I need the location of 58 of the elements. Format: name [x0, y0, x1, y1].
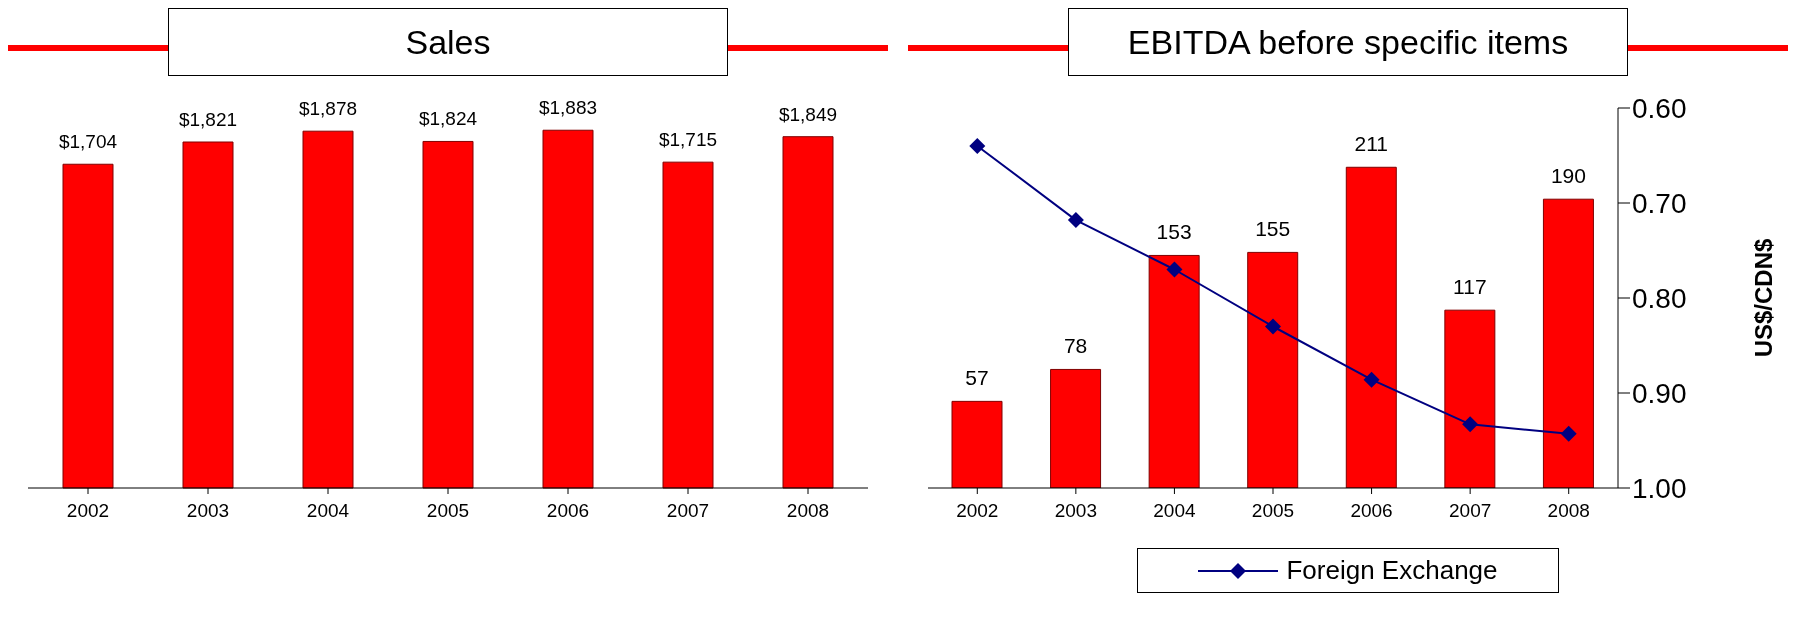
bar: [182, 141, 234, 489]
x-tick-label: 2005: [1251, 500, 1295, 522]
data-label: 211: [1354, 132, 1389, 156]
bar: [1444, 309, 1496, 488]
x-tick-label: 2004: [306, 500, 350, 522]
x-tick-label: 2007: [666, 500, 710, 522]
data-label: $1,821: [178, 109, 238, 131]
data-label: 57: [965, 366, 989, 390]
point: [1067, 212, 1084, 229]
y2-tick-label: 0.60: [1632, 92, 1687, 124]
y2-tick-label: 1.00: [1632, 472, 1687, 504]
point: [1166, 261, 1183, 278]
y2-tick-label: 0.90: [1632, 377, 1687, 409]
data-label: 190: [1550, 164, 1586, 188]
data-label: 78: [1063, 334, 1088, 358]
legend-label: Foreign Exchange: [1285, 555, 1498, 586]
data-label: 153: [1156, 220, 1192, 244]
bar: [1542, 198, 1594, 488]
bar: [1148, 254, 1200, 488]
bar: [302, 130, 354, 489]
bar: [1345, 166, 1397, 488]
y2-axis-title: US$/CDN$: [1749, 238, 1777, 358]
data-label: $1,715: [658, 129, 718, 151]
point: [1265, 318, 1281, 335]
x-tick-label: 2008: [786, 500, 830, 522]
x-tick-label: 2002: [66, 500, 110, 522]
bar: [62, 163, 114, 489]
bar: [542, 129, 594, 489]
point: [1462, 416, 1479, 433]
bar: [951, 400, 1003, 488]
chart-title: Sales: [168, 8, 728, 76]
point: [969, 138, 986, 154]
point: [1560, 425, 1577, 442]
bar: [782, 136, 834, 489]
data-label: $1,878: [298, 98, 358, 120]
data-label: 117: [1453, 275, 1487, 299]
data-label: $1,883: [538, 97, 598, 119]
x-tick-label: 2006: [546, 500, 590, 522]
x-tick-label: 2003: [1054, 500, 1097, 522]
x-tick-label: 2007: [1449, 500, 1492, 522]
x-tick-label: 2005: [426, 500, 470, 522]
x-tick-label: 2003: [186, 500, 230, 522]
x-tick-label: 2002: [956, 500, 999, 522]
x-tick-label: 2008: [1547, 500, 1590, 522]
y2-tick-label: 0.70: [1632, 187, 1687, 219]
data-label: 155: [1255, 217, 1291, 241]
data-label: $1,704: [58, 131, 118, 153]
data-label: $1,849: [778, 103, 838, 125]
bar: [662, 161, 714, 489]
bar: [422, 140, 474, 489]
x-tick-label: 2004: [1153, 500, 1196, 522]
data-label: $1,824: [418, 108, 478, 130]
bar: [1050, 368, 1102, 488]
x-tick-label: 2006: [1350, 500, 1393, 522]
chart-title: EBITDA before specific items: [1068, 8, 1628, 76]
bar: [1247, 251, 1299, 488]
point: [1363, 371, 1380, 388]
y2-tick-label: 0.80: [1632, 282, 1687, 314]
